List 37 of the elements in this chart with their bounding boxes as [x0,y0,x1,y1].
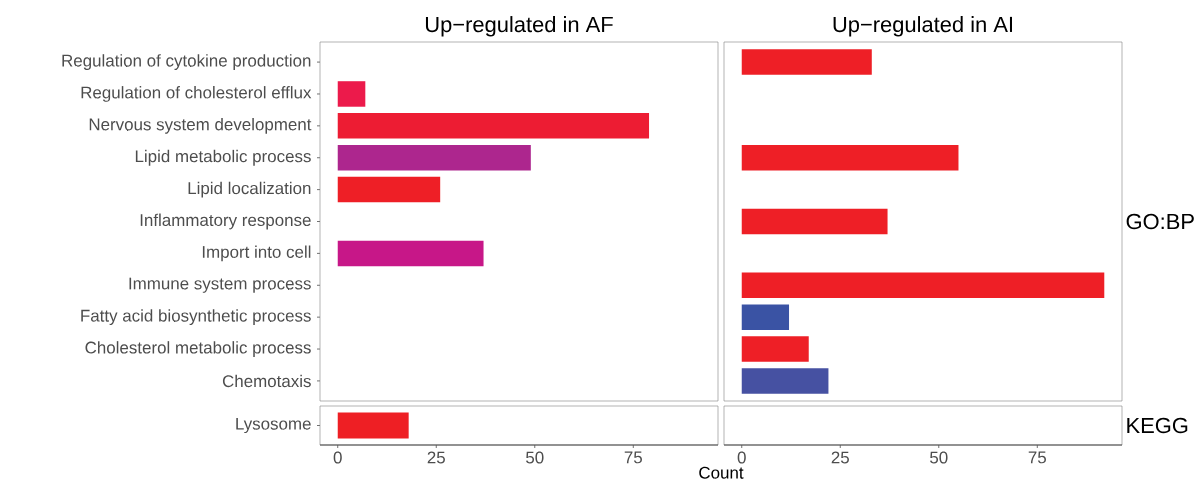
bar [741,272,1105,299]
chart-title: Up−regulated in AI [833,16,1013,37]
bar [741,368,829,394]
y-tick-label: Fatty acid biosynthetic process [81,309,311,326]
x-tick-label: 25 [831,451,849,464]
y-tick-label: Regulation of cytokine production [62,54,311,70]
y-tick-label: Import into cell [202,245,311,262]
x-tick-label: 0 [333,451,342,464]
bar [741,144,959,171]
bar [337,81,366,107]
x-tick-label: 75 [1028,451,1046,464]
y-tick-label: Lysosome [236,417,311,434]
y2-axis-title: KEGG [1127,417,1188,434]
y-tick-label: Regulation of cholesterol efflux [81,86,312,102]
y-tick-label: Nervous system development [89,117,312,134]
x-tick-label: 75 [624,451,642,464]
x-tick-label: 0 [737,451,746,464]
y-tick-label: Immune system process [129,277,311,293]
bar [741,208,888,235]
y-tick-label: Chemotaxis [222,374,311,388]
bar [741,304,790,330]
bar [337,240,484,267]
bar [741,49,872,75]
bar [337,144,531,171]
x-tick-label: 50 [930,451,948,464]
x-tick-label: 25 [427,451,445,464]
chart-title: Up−regulated in AF [425,16,613,37]
x-tick-label: 50 [526,451,544,464]
y-tick-label: Cholesterol metabolic process [85,341,311,357]
y-tick-label: Lipid localization [188,181,311,198]
y-tick-label: Lipid metabolic process [135,149,311,166]
y-tick-label: Inflammatory response [140,213,311,230]
bar [337,176,441,203]
x-axis-title: Count [699,466,744,479]
bar [337,113,650,139]
y2-axis-title: GO:BP [1126,213,1194,230]
bar [741,336,809,362]
